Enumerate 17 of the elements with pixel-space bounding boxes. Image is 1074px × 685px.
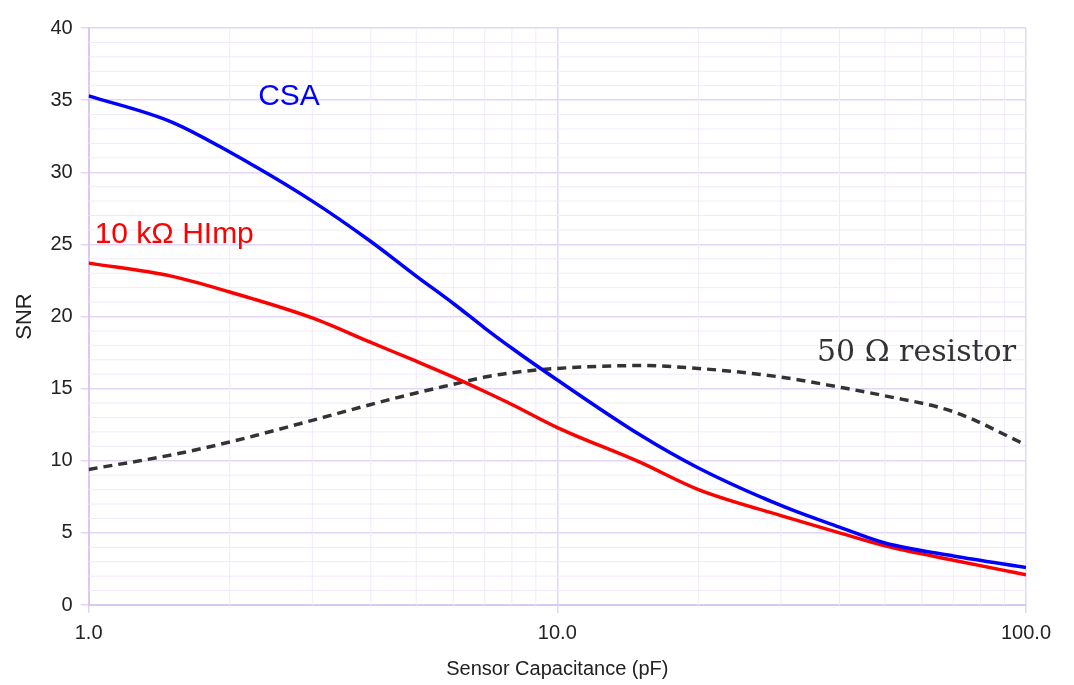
y-tick-label: 30 (50, 159, 73, 182)
y-tick-label: 15 (50, 376, 73, 399)
series-label: CSA (258, 77, 320, 111)
y-tick-label: 10 (50, 448, 73, 471)
x-axis-title: Sensor Capacitance (pF) (446, 656, 669, 679)
y-tick-label: 40 (50, 15, 73, 38)
y-tick-label: 20 (50, 304, 73, 327)
y-tick-label: 25 (50, 231, 73, 254)
y-axis-title: SNR (11, 293, 37, 340)
x-tick-label: 10.0 (537, 620, 577, 643)
y-tick-label: 35 (50, 87, 73, 110)
y-tick-label: 5 (61, 520, 73, 543)
x-tick-label: 100.0 (1000, 620, 1052, 643)
x-tick-label: 1.0 (74, 620, 103, 643)
y-tick-label: 0 (61, 592, 73, 615)
series-label: 50 Ω resistor (816, 333, 1017, 369)
series-label: 10 kΩ HImp (94, 216, 254, 250)
